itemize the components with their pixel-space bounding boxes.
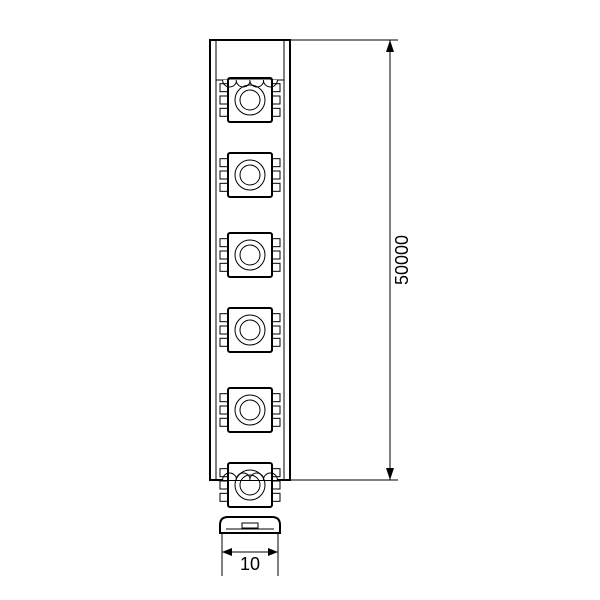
dim-length-arrow-bottom: [386, 468, 394, 480]
led-chip-0: [220, 78, 280, 122]
cut-scallop-1-1: [236, 473, 250, 480]
led-chip-2: [220, 233, 280, 277]
dim-length-arrow-top: [386, 40, 394, 52]
cut-scallop-0-2: [250, 80, 264, 87]
dim-length-label: 50000: [392, 235, 412, 285]
cut-scallop-0-1: [236, 80, 250, 87]
led-chip-1: [220, 153, 280, 197]
led-chip-4: [220, 388, 280, 432]
dim-width-arrow-r: [268, 548, 278, 556]
led-chip-5: [220, 463, 280, 507]
profile-outline: [220, 517, 280, 533]
led-chip-3: [220, 308, 280, 352]
dim-width-arrow-l: [222, 548, 232, 556]
dim-width-label: 10: [240, 554, 260, 574]
cut-scallop-1-2: [250, 473, 264, 480]
profile-led: [242, 523, 258, 528]
